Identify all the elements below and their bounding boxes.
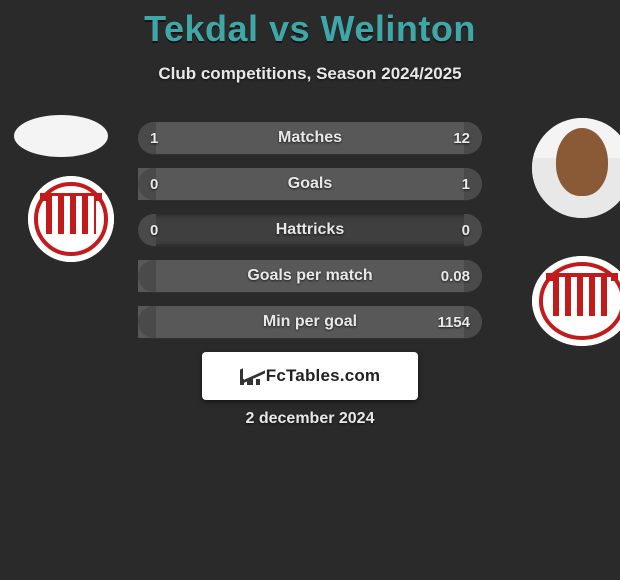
stat-label: Matches [138,122,482,154]
brand-icon [240,367,260,385]
stat-label: Goals [138,168,482,200]
stat-bar: 0 Hattricks 0 [138,214,482,246]
stats-bars: 1 Matches 12 0 Goals 1 0 Hattricks 0 Goa… [138,122,482,352]
stat-bar: Goals per match 0.08 [138,260,482,292]
stat-right-value: 1 [462,168,470,200]
stat-label: Goals per match [138,260,482,292]
right-club-badge [532,256,620,346]
brand-badge: FcTables.com [202,352,418,400]
page-title: Tekdal vs Welinton [0,0,620,50]
stat-bar: 1 Matches 12 [138,122,482,154]
subtitle: Club competitions, Season 2024/2025 [0,64,620,84]
brand-text: FcTables.com [266,366,381,386]
stat-label: Min per goal [138,306,482,338]
date-label: 2 december 2024 [0,410,620,428]
stat-right-value: 0.08 [441,260,470,292]
stat-label: Hattricks [138,214,482,246]
right-player-avatar [532,118,620,218]
stat-bar: 0 Goals 1 [138,168,482,200]
left-club-badge [28,176,114,262]
stat-right-value: 0 [462,214,470,246]
stat-right-value: 1154 [437,306,470,338]
stat-bar: Min per goal 1154 [138,306,482,338]
left-player-avatar [14,115,108,157]
stat-right-value: 12 [453,122,470,154]
